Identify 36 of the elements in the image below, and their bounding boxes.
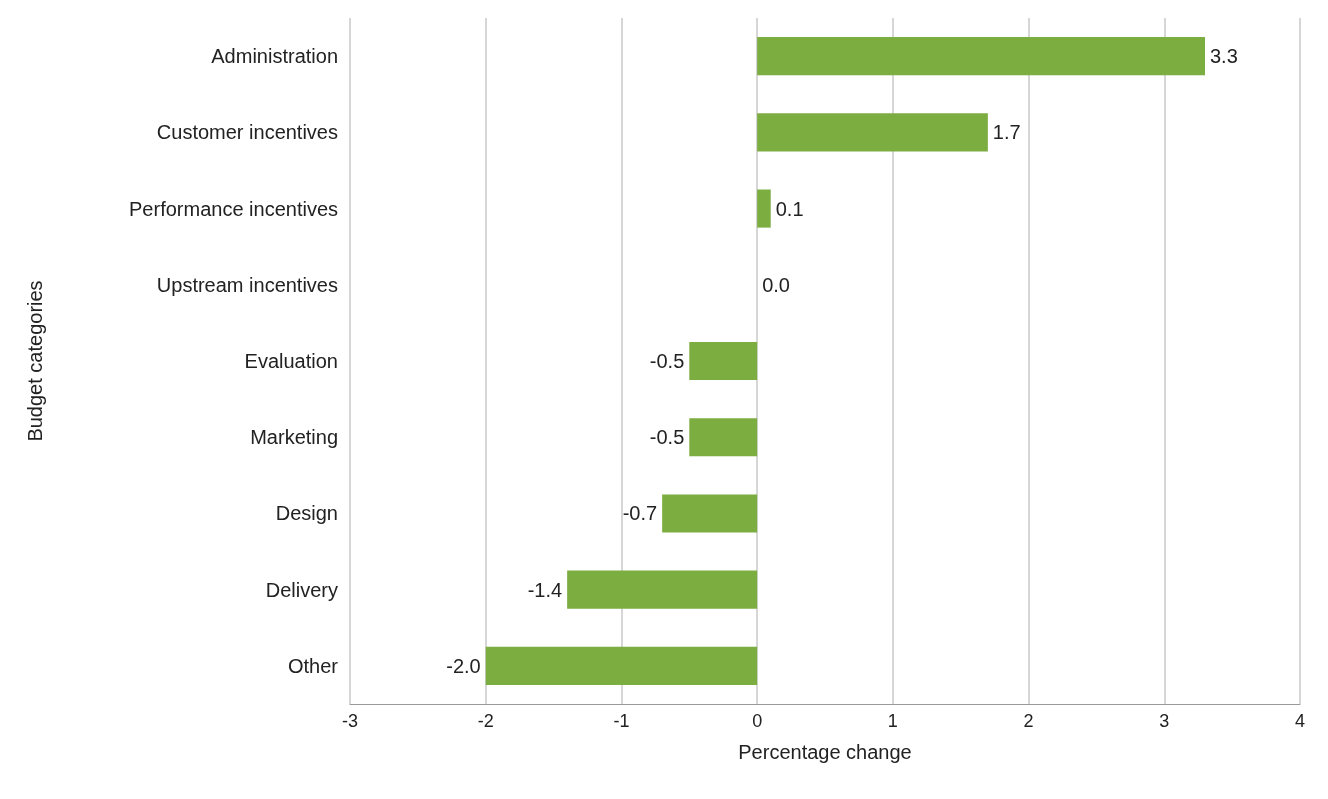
x-tick-label: 4 (1294, 711, 1306, 731)
bar (662, 494, 758, 533)
data-label: -1.4 (527, 578, 563, 601)
bar (689, 418, 758, 457)
x-tick-label: -2 (477, 711, 494, 731)
x-tick-label: 0 (752, 711, 763, 731)
y-tick-label: Performance incentives (129, 197, 338, 220)
y-tick-label: Marketing (250, 426, 338, 449)
y-tick-label: Administration (211, 45, 338, 68)
x-tick-label: 3 (1159, 711, 1170, 731)
y-tick-label: Design (275, 502, 338, 525)
data-label: -0.5 (649, 426, 685, 449)
bar (567, 570, 758, 609)
x-tick-label: -3 (341, 711, 359, 731)
data-label: 1.7 (992, 121, 1021, 144)
x-tick-label: 1 (887, 711, 898, 731)
y-tick-label: Evaluation (244, 350, 338, 372)
y-axis-title: Budget categories (24, 280, 46, 442)
bar (757, 113, 988, 152)
bar (485, 646, 758, 685)
y-tick-label: Other (287, 654, 339, 677)
bar (757, 189, 771, 228)
y-tick-label: Delivery (265, 578, 338, 601)
data-label: -0.7 (622, 502, 658, 525)
data-label: 0.1 (775, 197, 804, 220)
bar (689, 341, 758, 381)
y-tick-label: Customer incentives (156, 121, 338, 144)
x-axis-title: Percentage change (738, 741, 912, 763)
data-label: 3.3 (1210, 45, 1238, 68)
bar (757, 37, 1205, 76)
data-label: 0.0 (762, 273, 790, 296)
data-label: -2.0 (446, 654, 481, 677)
data-label: -0.5 (649, 350, 685, 372)
y-tick-label: Upstream incentives (156, 273, 338, 296)
x-tick-label: 2 (1023, 711, 1034, 731)
x-tick-label: -1 (613, 711, 630, 731)
